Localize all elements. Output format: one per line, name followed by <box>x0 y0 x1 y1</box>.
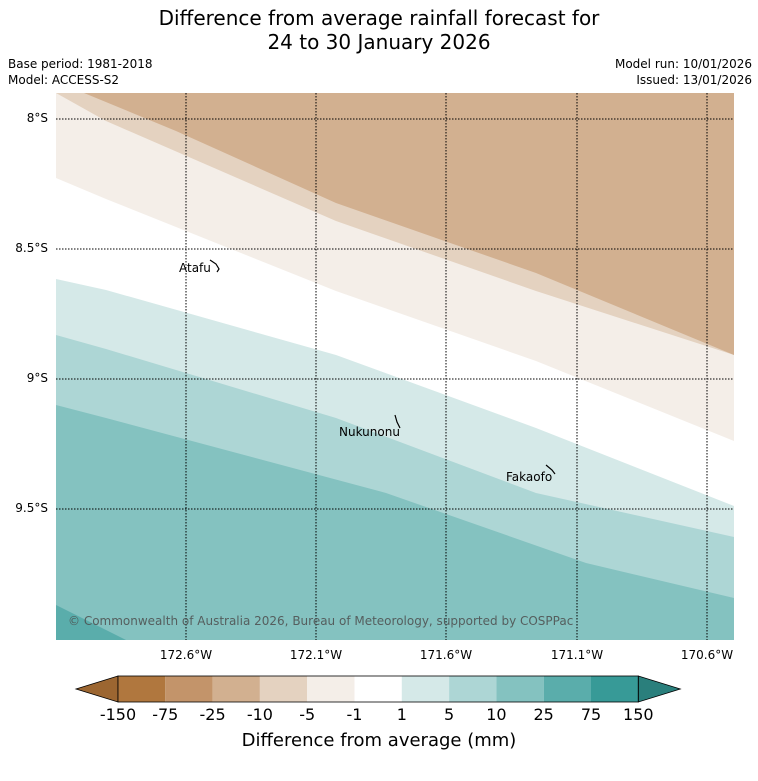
legend-title: Difference from average (mm) <box>241 730 517 751</box>
legend-tick-label: -75 <box>152 705 179 724</box>
legend-border <box>117 675 639 703</box>
legend-tick-label: 25 <box>533 705 554 724</box>
legend-colorbar <box>74 675 682 703</box>
lon-label-172.1W: 172.1°W <box>289 648 343 662</box>
base-period: Base period: 1981-2018 <box>8 57 153 71</box>
lon-label-172.6W: 172.6°W <box>159 648 213 662</box>
lat-label-8.5S: 8.5°S <box>15 241 48 255</box>
legend-tick-label: -1 <box>346 705 363 724</box>
legend-tick-label: -5 <box>299 705 316 724</box>
legend-tick-label: -25 <box>199 705 226 724</box>
legend-swatch <box>591 676 639 702</box>
lon-label-171.1W: 171.1°W <box>550 648 604 662</box>
band-minus25-to-minus10 <box>84 93 734 355</box>
fakaofo-atoll-outline <box>545 464 556 475</box>
legend-swatch <box>259 676 308 702</box>
atafu-atoll-outline <box>209 259 220 273</box>
legend-swatch <box>212 676 260 702</box>
nukunonu-atoll-outline <box>394 414 401 429</box>
legend-tick-label: 10 <box>486 705 507 724</box>
legend-swatch <box>496 676 544 702</box>
legend-swatch <box>449 676 497 702</box>
chart-title-line2: 24 to 30 January 2026 <box>267 30 491 54</box>
place-label-nukunonu: Nukunonu <box>339 425 400 439</box>
legend-tick-label: 75 <box>580 705 602 724</box>
legend-swatch <box>354 676 402 702</box>
copyright-notice: © Commonwealth of Australia 2026, Bureau… <box>68 614 574 628</box>
legend-tick-label: 1 <box>396 705 407 724</box>
legend-tick-label: -10 <box>246 705 273 724</box>
lon-label-171.6W: 171.6°W <box>419 648 473 662</box>
lon-label-170.6W: 170.6°W <box>680 648 734 662</box>
legend-swatch <box>165 676 213 702</box>
model-run: Model run: 10/01/2026 <box>614 57 752 71</box>
legend-extend-low <box>74 675 119 703</box>
place-label-atafu: Atafu <box>179 261 211 275</box>
model-name: Model: ACCESS-S2 <box>8 73 120 87</box>
legend-swatch <box>118 676 166 702</box>
chart-title-line1: Difference from average rainfall forecas… <box>158 6 600 30</box>
legend-tick-label: -150 <box>99 705 137 724</box>
legend-tick-label: 150 <box>623 705 654 724</box>
issued-date: Issued: 13/01/2026 <box>636 73 752 87</box>
legend-swatch <box>543 676 591 702</box>
legend-swatch <box>307 676 355 702</box>
graticule <box>56 93 734 640</box>
legend-swatch <box>401 676 450 702</box>
place-label-fakaofo: Fakaofo <box>506 470 553 484</box>
rainfall-map <box>56 93 734 640</box>
legend-tick-label: 5 <box>444 705 455 724</box>
legend-extend-high <box>637 675 682 703</box>
lat-label-9.5S: 9.5°S <box>15 501 48 515</box>
lat-label-9S: 9°S <box>26 371 48 385</box>
lat-label-8S: 8°S <box>26 111 48 125</box>
